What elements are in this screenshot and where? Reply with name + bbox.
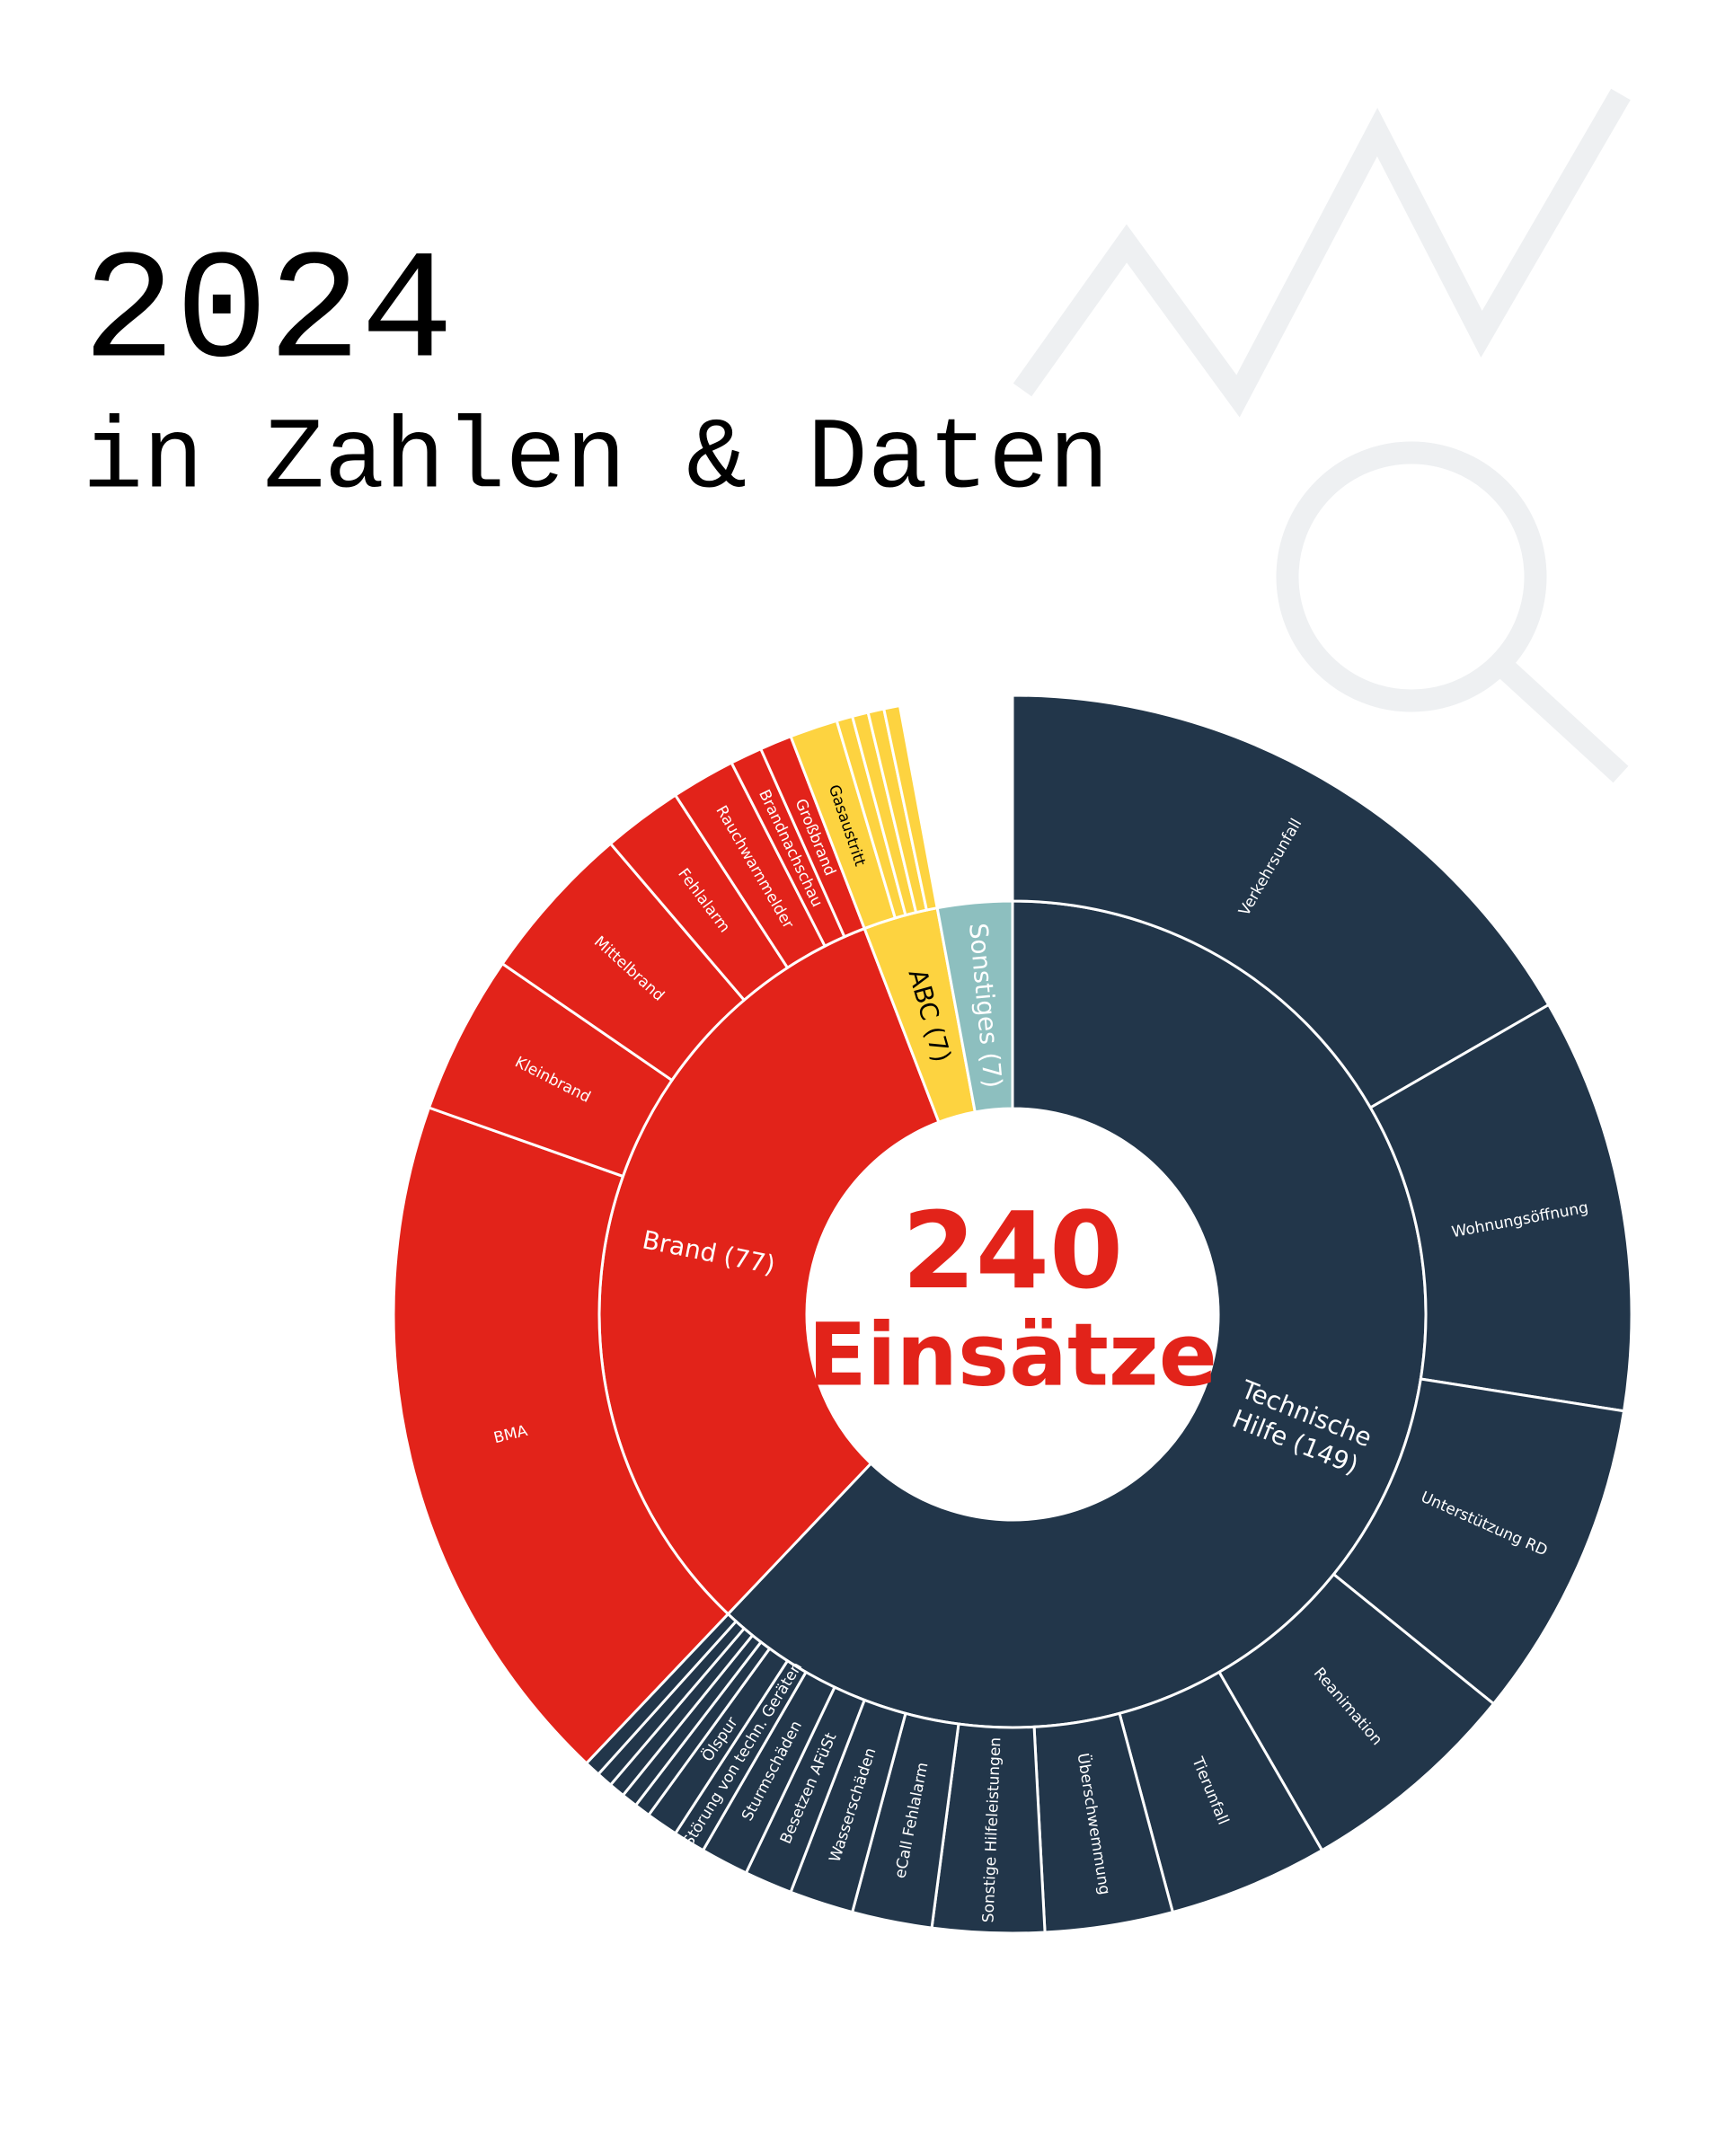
center-label: Einsätze [808,1304,1217,1405]
center-total: 240 [902,1188,1123,1312]
subtitle: in Zahlen & Daten [83,403,1110,517]
title: 2024 [83,226,454,402]
outer-segment [1011,694,1551,1110]
inner-segment [935,899,1014,1114]
decoration [1013,88,1631,783]
decor-magnifier [1276,441,1547,712]
decor-handle [1494,657,1629,783]
decor-line [1013,88,1631,418]
outer-segment [392,1106,730,1765]
